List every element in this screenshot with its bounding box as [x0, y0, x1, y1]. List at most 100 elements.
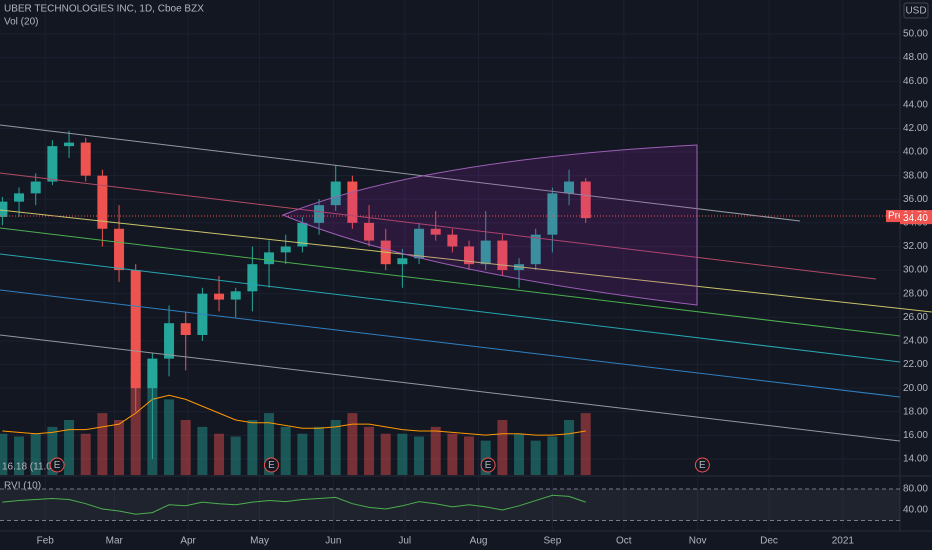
candle-body: [64, 142, 75, 147]
channel-line: [0, 172, 877, 280]
earnings-marker: [694, 457, 710, 473]
volume-bar: [480, 440, 491, 475]
rvi-tick-label: 80.00: [903, 484, 928, 495]
candle-body: [47, 146, 58, 182]
candle-body: [397, 258, 408, 265]
candle-body: [530, 234, 541, 265]
last-price-value: 34.40: [903, 213, 928, 224]
y-tick-label: 50.00: [903, 29, 928, 40]
x-tick-label: Sep: [543, 536, 561, 547]
volume-bar: [547, 436, 558, 475]
candle-body: [497, 240, 508, 271]
pre-market-tag: Pre: [888, 211, 904, 222]
volume-bar: [0, 433, 8, 475]
y-tick-label: 14.00: [903, 454, 928, 465]
candle-body: [580, 181, 591, 219]
channel-line: [0, 289, 901, 398]
volume-ma-line: [2, 394, 586, 436]
candle-body: [264, 252, 275, 265]
currency[interactable]: USD: [905, 6, 926, 17]
x-tick-label: Dec: [760, 536, 778, 547]
volume-bar: [347, 413, 358, 475]
y-tick-label: 38.00: [903, 170, 928, 181]
candle-body: [0, 201, 8, 217]
volume-bar: [230, 436, 241, 475]
candle-body: [414, 228, 425, 259]
channel-line: [0, 227, 901, 337]
volume-bar: [330, 420, 341, 475]
candle-body: [280, 246, 291, 253]
x-tick-label: Nov: [689, 536, 707, 547]
volume-bar: [430, 426, 441, 475]
volume-bar: [80, 433, 91, 475]
x-tick-label: 2021: [832, 536, 855, 547]
rvi-band: [0, 489, 900, 521]
volume-bar: [580, 413, 591, 475]
candle-body: [14, 193, 25, 202]
earnings-marker: [480, 457, 496, 473]
volume-bar: [530, 440, 541, 475]
earnings-label: E: [699, 460, 706, 471]
volume-title: Vol (20): [4, 17, 38, 28]
volume-bar: [414, 436, 425, 475]
y-tick-label: 22.00: [903, 359, 928, 370]
volume-bar: [180, 420, 191, 475]
volume-bar: [164, 399, 175, 475]
y-tick-label: 18.00: [903, 406, 928, 417]
x-tick-label: Apr: [180, 536, 196, 547]
y-tick-label: 46.00: [903, 76, 928, 87]
x-tick-label: Jun: [325, 536, 341, 547]
y-tick-label: 42.00: [903, 123, 928, 134]
candle-body: [80, 142, 91, 176]
volume-bar: [380, 433, 391, 475]
y-tick-label: 32.00: [903, 241, 928, 252]
volume-legend: 16.18 (11.05): [2, 462, 61, 473]
volume-bar: [264, 413, 275, 475]
volume-bar: [514, 433, 525, 475]
y-tick-label: 16.00: [903, 430, 928, 441]
candle-body: [430, 228, 441, 235]
earnings-marker: [49, 457, 65, 473]
candle-body: [30, 181, 41, 194]
x-tick-label: Aug: [470, 536, 488, 547]
channel-line: [0, 124, 801, 222]
earnings-label: E: [54, 460, 61, 471]
candle-body: [347, 181, 358, 223]
candle-body: [364, 222, 375, 241]
candle-body: [147, 358, 158, 389]
x-tick-label: Jul: [398, 536, 411, 547]
candle-body: [130, 270, 141, 389]
volume-bar: [14, 436, 25, 475]
volume-bar: [64, 420, 75, 475]
y-tick-label: 30.00: [903, 265, 928, 276]
y-tick-label: 40.00: [903, 147, 928, 158]
volume-bar: [564, 420, 575, 475]
candle-body: [297, 222, 308, 247]
volume-bar: [447, 433, 458, 475]
y-tick-label: 44.00: [903, 99, 928, 110]
candle-body: [114, 228, 125, 271]
candle-body: [247, 264, 258, 292]
candle-body: [330, 181, 341, 206]
x-tick-label: May: [250, 536, 269, 547]
candle-body: [447, 234, 458, 247]
volume-bar: [297, 433, 308, 475]
candle-body: [180, 323, 191, 336]
candle-body: [314, 205, 325, 223]
volume-bar: [97, 413, 108, 475]
y-tick-label: 20.00: [903, 383, 928, 394]
currency-box[interactable]: [903, 2, 929, 19]
y-tick-label: 26.00: [903, 312, 928, 323]
earnings-marker: [263, 457, 279, 473]
volume-bar: [397, 433, 408, 475]
volume-bar: [247, 420, 258, 475]
channel-line: [0, 334, 901, 442]
channel-drawings: [0, 124, 932, 442]
y-tick-label: 24.00: [903, 336, 928, 347]
rvi-tick-label: 40.00: [903, 505, 928, 516]
volume-bar: [114, 420, 125, 475]
candle-body: [164, 323, 175, 359]
volume-bar: [464, 436, 475, 475]
